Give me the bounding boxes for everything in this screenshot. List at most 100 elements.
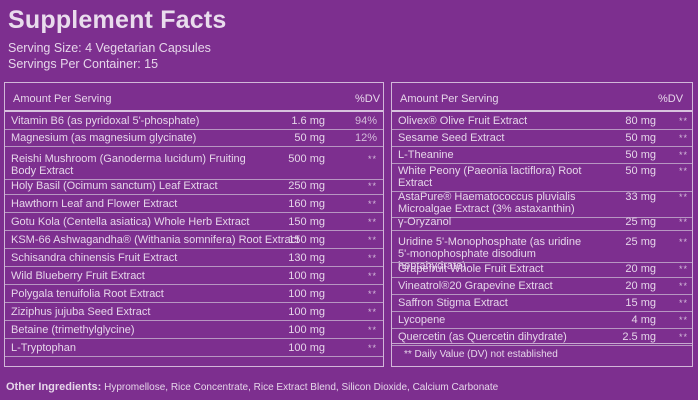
row-divider: [392, 328, 692, 329]
row-divider: [392, 129, 692, 130]
right-ingredient-row: AstaPure® Haematococcus pluvialis Microa…: [392, 191, 692, 218]
daily-value: **: [367, 289, 377, 299]
daily-value: **: [678, 166, 688, 176]
row-divider: [392, 146, 692, 147]
row-divider: [5, 284, 383, 285]
amount: 160 mg: [288, 198, 325, 210]
other-ingredients: Other Ingredients: Hypromellose, Rice Co…: [6, 381, 498, 393]
ingredient-name: Gotu Kola (Centella asiatica) Whole Herb…: [11, 216, 250, 228]
ingredient-name: Wild Blueberry Fruit Extract: [11, 270, 145, 282]
ingredient-name: Ziziphus jujuba Seed Extract: [11, 306, 151, 318]
ingredient-name: Vitamin B6 (as pyridoxal 5'-phosphate): [11, 115, 200, 127]
amount: 2.5 mg: [622, 331, 656, 343]
amount: 50 mg: [625, 132, 656, 144]
amount: 1.6 mg: [291, 115, 325, 127]
footer-divider: [392, 343, 692, 344]
amount-per-serving-header: Amount Per Serving: [13, 93, 112, 105]
daily-value: **: [678, 281, 688, 291]
row-divider: [5, 129, 383, 130]
amount: 150 mg: [288, 216, 325, 228]
daily-value: **: [367, 253, 377, 263]
ingredient-name: White Peony (Paeonia lactiflora) Root Ex…: [398, 165, 582, 189]
amount: 33 mg: [625, 191, 656, 203]
servings-per-container: Servings Per Container: 15: [8, 57, 159, 71]
daily-value: **: [678, 150, 688, 160]
row-divider: [5, 194, 383, 195]
left-ingredient-row: Holy Basil (Ocimum sanctum) Leaf Extract…: [5, 180, 383, 195]
row-divider: [5, 266, 383, 267]
amount: 100 mg: [288, 324, 325, 336]
right-ingredient-row: Saffron Stigma Extract 15 mg **: [392, 297, 692, 312]
ingredient-name: Quercetin (as Quercetin dihydrate): [398, 331, 567, 343]
amount: 50 mg: [625, 149, 656, 161]
row-divider: [392, 163, 692, 164]
ingredient-name: Uridine 5'-Monophosphate (as uridine 5'-…: [398, 236, 582, 272]
row-divider: [392, 191, 692, 192]
left-ingredient-row: Polygala tenuifolia Root Extract 100 mg **: [5, 288, 383, 303]
right-ingredient-row: White Peony (Paeonia lactiflora) Root Ex…: [392, 165, 692, 192]
header-divider: [392, 110, 692, 112]
row-divider: [392, 277, 692, 278]
amount: 50 mg: [294, 132, 325, 144]
amount: 130 mg: [288, 252, 325, 264]
page-title: Supplement Facts: [8, 6, 227, 34]
right-ingredient-row: Lycopene 4 mg **: [392, 314, 692, 329]
dv-header: %DV: [355, 93, 381, 105]
amount: 100 mg: [288, 270, 325, 282]
daily-value: **: [678, 332, 688, 342]
amount: 100 mg: [288, 288, 325, 300]
daily-value: **: [678, 116, 688, 126]
row-divider: [5, 320, 383, 321]
daily-value: 94%: [354, 115, 377, 127]
right-ingredient-row: Vineatrol®20 Grapevine Extract 20 mg **: [392, 280, 692, 295]
left-ingredient-row: Gotu Kola (Centella asiatica) Whole Herb…: [5, 216, 383, 231]
serving-size: Serving Size: 4 Vegetarian Capsules: [8, 41, 211, 55]
ingredient-name: Saffron Stigma Extract: [398, 297, 508, 309]
row-divider: [5, 146, 383, 147]
ingredient-name: Holy Basil (Ocimum sanctum) Leaf Extract: [11, 180, 218, 192]
row-divider: [392, 230, 692, 231]
amount: 100 mg: [288, 342, 325, 354]
row-divider: [392, 262, 692, 263]
amount: 250 mg: [288, 180, 325, 192]
dv-header: %DV: [658, 93, 684, 105]
daily-value: **: [678, 315, 688, 325]
daily-value: **: [367, 271, 377, 281]
right-ingredient-row: Sesame Seed Extract 50 mg **: [392, 132, 692, 147]
amount: 50 mg: [625, 165, 656, 177]
row-divider: [392, 217, 692, 218]
ingredient-name: Betaine (trimethylglycine): [11, 324, 135, 336]
amount: 20 mg: [625, 280, 656, 292]
row-divider: [5, 248, 383, 249]
right-facts-panel: Amount Per Serving %DV Olivex® Olive Fru…: [391, 82, 693, 367]
ingredient-name: Polygala tenuifolia Root Extract: [11, 288, 164, 300]
header-divider: [5, 110, 383, 112]
ingredient-name: Schisandra chinensis Fruit Extract: [11, 252, 178, 264]
daily-value: **: [367, 154, 377, 164]
left-ingredient-row: Betaine (trimethylglycine) 100 mg **: [5, 324, 383, 339]
amount: 500 mg: [288, 153, 325, 165]
ingredient-name: Reishi Mushroom (Ganoderma lucidum) Frui…: [11, 153, 246, 177]
left-ingredient-row: Reishi Mushroom (Ganoderma lucidum) Frui…: [5, 153, 383, 180]
amount: 150 mg: [288, 234, 325, 246]
amount: 100 mg: [288, 306, 325, 318]
left-facts-panel: Amount Per Serving %DV Vitamin B6 (as py…: [4, 82, 384, 367]
right-ingredient-row: Grapefruit Whole Fruit Extract 20 mg **: [392, 263, 692, 278]
ingredient-name: L-Tryptophan: [11, 342, 77, 354]
ingredient-name: Hawthorn Leaf and Flower Extract: [11, 198, 178, 210]
daily-value: **: [678, 133, 688, 143]
right-ingredient-row: Quercetin (as Quercetin dihydrate) 2.5 mg…: [392, 331, 692, 346]
amount: 25 mg: [625, 216, 656, 228]
daily-value: **: [678, 217, 688, 227]
amount-per-serving-header: Amount Per Serving: [400, 93, 499, 105]
amount: 4 mg: [631, 314, 656, 326]
left-ingredient-row: L-Tryptophan 100 mg **: [5, 342, 383, 357]
right-ingredient-row: L-Theanine 50 mg **: [392, 149, 692, 164]
daily-value: **: [367, 217, 377, 227]
left-ingredient-row: Schisandra chinensis Fruit Extract 130 mg…: [5, 252, 383, 267]
row-divider: [5, 338, 383, 339]
daily-value: **: [678, 264, 688, 274]
ingredient-name: Lycopene: [398, 314, 446, 326]
row-divider: [5, 356, 383, 357]
daily-value: **: [678, 192, 688, 202]
